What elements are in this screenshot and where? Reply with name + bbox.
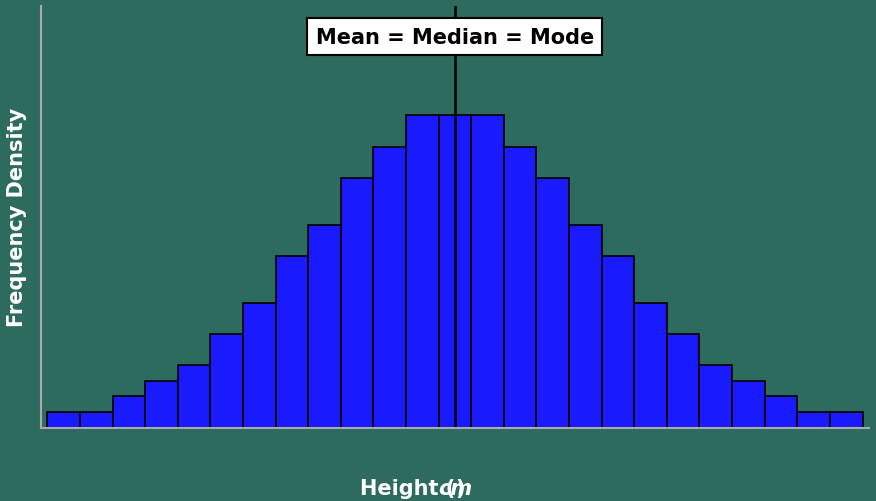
Bar xyxy=(504,147,536,428)
Bar xyxy=(765,397,797,428)
Bar xyxy=(47,412,80,428)
Text: ): ) xyxy=(455,478,464,498)
Text: Mean = Median = Mode: Mean = Median = Mode xyxy=(316,28,594,48)
Bar xyxy=(373,147,406,428)
Text: cm: cm xyxy=(438,478,472,498)
Bar xyxy=(667,334,700,428)
Bar xyxy=(634,303,667,428)
Bar xyxy=(439,116,471,428)
Bar xyxy=(797,412,830,428)
Bar xyxy=(178,365,210,428)
Bar xyxy=(700,365,732,428)
Bar xyxy=(341,178,373,428)
Bar xyxy=(569,225,602,428)
Bar xyxy=(406,116,439,428)
Bar xyxy=(536,178,569,428)
Bar xyxy=(80,412,113,428)
Bar xyxy=(732,381,765,428)
Bar xyxy=(308,225,341,428)
Bar xyxy=(145,381,178,428)
Bar xyxy=(830,412,863,428)
Bar xyxy=(113,397,145,428)
Y-axis label: Frequency Density: Frequency Density xyxy=(7,108,27,327)
Bar xyxy=(602,257,634,428)
Bar xyxy=(276,257,308,428)
Bar xyxy=(471,116,504,428)
Text: Height (: Height ( xyxy=(360,478,455,498)
Bar xyxy=(210,334,243,428)
Bar xyxy=(243,303,276,428)
